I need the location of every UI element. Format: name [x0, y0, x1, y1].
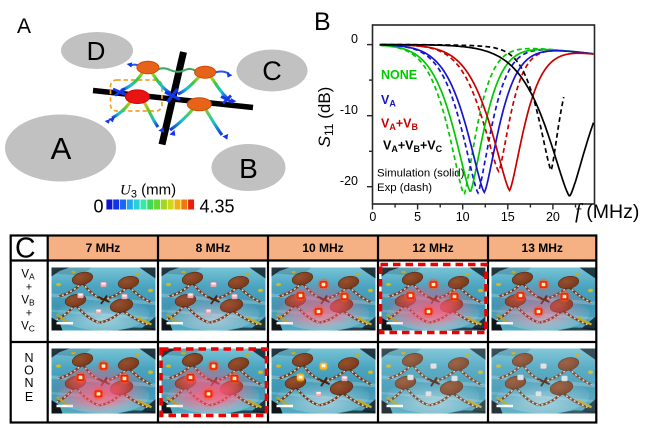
svg-text:15: 15: [501, 210, 515, 224]
svg-text:VA+VB+VC: VA+VB+VC: [383, 139, 443, 155]
svg-text:4.35: 4.35: [200, 197, 235, 217]
svg-text:B: B: [314, 8, 331, 36]
svg-text:D: D: [87, 36, 106, 66]
svg-text:Exp (dash): Exp (dash): [377, 182, 432, 194]
svg-text:0: 0: [351, 32, 358, 46]
svg-text:U3 (mm): U3 (mm): [120, 182, 176, 201]
svg-text:0: 0: [93, 197, 103, 217]
svg-text:S11 (dB): S11 (dB): [315, 87, 336, 148]
svg-text:f (MHz): f (MHz): [575, 199, 639, 223]
svg-text:5: 5: [414, 210, 421, 224]
svg-text:7 MHz: 7 MHz: [86, 241, 121, 255]
svg-text:VB: VB: [21, 295, 35, 308]
svg-text:Simulation (solid): Simulation (solid): [377, 168, 465, 180]
svg-text:+: +: [26, 308, 32, 320]
svg-text:N: N: [24, 351, 33, 365]
svg-text:A: A: [51, 131, 72, 166]
svg-text:8 MHz: 8 MHz: [196, 241, 231, 255]
svg-text:10: 10: [456, 210, 470, 224]
svg-text:10 MHz: 10 MHz: [302, 241, 343, 255]
svg-text:NONE: NONE: [381, 68, 417, 82]
svg-text:VC: VC: [21, 321, 35, 334]
svg-text:VA: VA: [381, 93, 396, 109]
svg-text:-20: -20: [340, 174, 358, 188]
svg-text:A: A: [17, 15, 31, 38]
svg-text:13 MHz: 13 MHz: [522, 241, 563, 255]
svg-text:12 MHz: 12 MHz: [412, 241, 453, 255]
svg-text:O: O: [24, 364, 34, 378]
svg-text:B: B: [239, 153, 258, 184]
svg-text:C: C: [262, 56, 282, 86]
svg-text:20: 20: [546, 210, 560, 224]
svg-text:0: 0: [369, 210, 376, 224]
svg-text:VA: VA: [21, 269, 35, 282]
svg-text:N: N: [24, 376, 33, 390]
svg-text:VA+VB: VA+VB: [381, 117, 418, 133]
svg-text:+: +: [26, 282, 32, 294]
svg-text:C: C: [15, 233, 36, 265]
svg-text:-10: -10: [340, 103, 358, 117]
svg-text:E: E: [25, 390, 33, 404]
